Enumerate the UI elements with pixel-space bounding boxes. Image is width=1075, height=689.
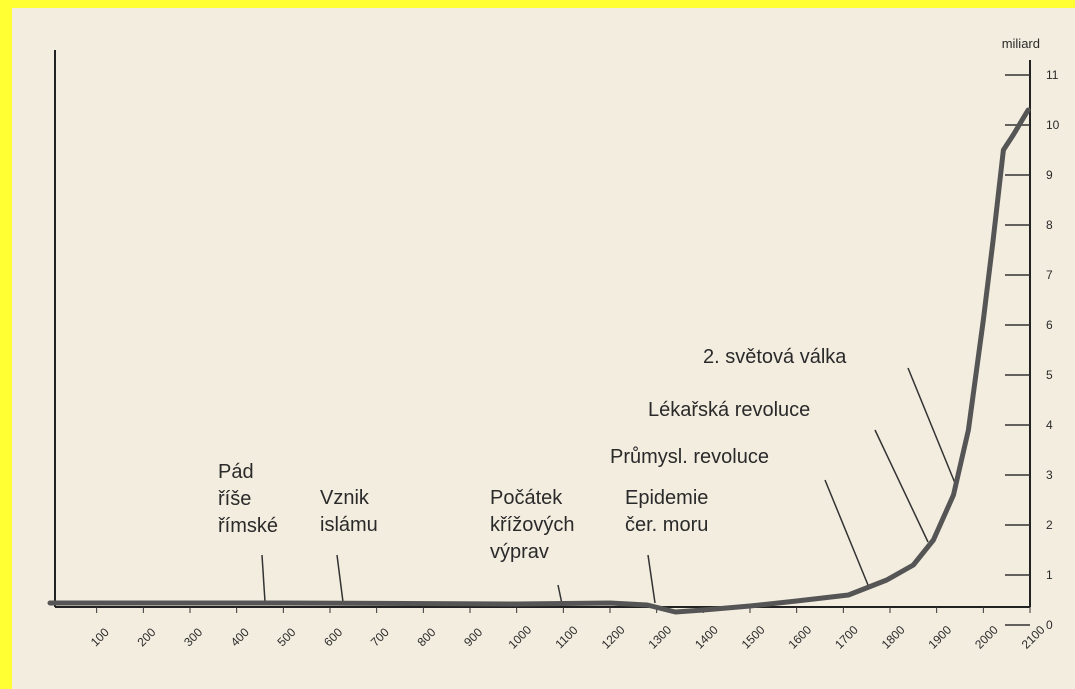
annotation: výprav <box>490 541 549 563</box>
data-line <box>47 107 1031 615</box>
y-tick-label: 11 <box>1046 68 1059 82</box>
y-tick-label: 2 <box>1046 518 1053 532</box>
y-tick-label: 5 <box>1046 368 1053 382</box>
annotation: 2. světová válka <box>703 346 847 368</box>
y-tick-label: 9 <box>1046 168 1053 182</box>
leader-lines <box>261 367 958 605</box>
annotation: Lékařská revoluce <box>648 399 810 421</box>
annotation: Pád <box>218 461 254 483</box>
annotation: Vznik <box>320 487 370 509</box>
annotation: čer. moru <box>625 514 708 536</box>
annotation: Počátek <box>490 487 563 509</box>
annotation: římské <box>218 515 278 537</box>
y-tick-label: 4 <box>1046 418 1053 432</box>
annotation: Epidemie <box>625 487 708 509</box>
y-tick-label: 0 <box>1046 618 1053 632</box>
annotation: říše <box>218 488 251 510</box>
annotation: Průmysl. revoluce <box>610 446 769 468</box>
y-axis-label: miliard <box>1002 36 1040 51</box>
y-tick-label: 10 <box>1046 118 1060 132</box>
annotation: křížových <box>490 514 574 536</box>
plot-background <box>12 8 1075 689</box>
y-tick-label: 6 <box>1046 318 1053 332</box>
y-tick-label: 7 <box>1046 268 1053 282</box>
annotation: islámu <box>320 514 378 536</box>
y-tick-label: 3 <box>1046 468 1053 482</box>
y-tick-label: 8 <box>1046 218 1053 232</box>
y-tick-label: 1 <box>1046 568 1053 582</box>
